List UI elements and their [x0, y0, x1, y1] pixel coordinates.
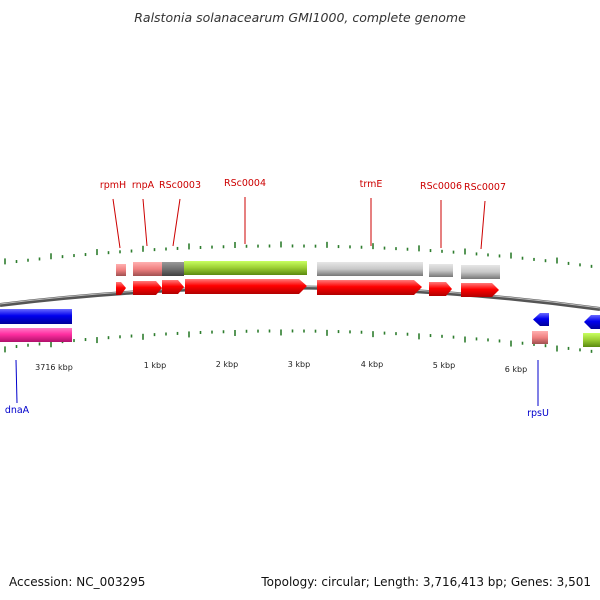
leader-line-RSc0003 — [172, 198, 181, 247]
upper-feature-row — [116, 261, 500, 279]
leader-line-rnpA — [142, 198, 148, 247]
gene-label-rpsU[interactable]: rpsU — [527, 408, 549, 419]
gene-label-rpmH[interactable]: rpmH — [100, 180, 126, 191]
cds-RSc0007[interactable] — [461, 283, 499, 297]
scale-label: 1 kbp — [144, 361, 166, 370]
scale-labels: 3716 kbp 1 kbp 2 kbp 3 kbp 4 kbp 5 kbp 6 kbp — [35, 360, 527, 374]
gene-label-dnaA[interactable]: dnaA — [5, 405, 30, 416]
gene-label-trmE[interactable]: trmE — [360, 179, 383, 190]
lower-tick-row — [4, 329, 593, 353]
reverse-gene-labels: dnaA rpsU — [5, 359, 549, 419]
scale-label: 6 kbp — [505, 365, 527, 374]
cds-rpmH[interactable] — [116, 282, 126, 295]
leader-line-dnaA — [15, 359, 18, 404]
cds-RSc0004[interactable] — [185, 279, 307, 294]
upper-tick-row — [4, 241, 593, 268]
leader-line-rpmH — [112, 198, 121, 249]
cds-rpsU[interactable] — [533, 313, 549, 326]
accession-text: Accession: NC_003295 — [9, 575, 146, 589]
feature-trmE[interactable] — [317, 262, 423, 276]
feature-RSc0007[interactable] — [461, 265, 500, 279]
cds-RSc0003[interactable] — [162, 280, 184, 294]
gene-label-RSc0003[interactable]: RSc0003 — [159, 180, 201, 191]
cds-edge-right[interactable] — [584, 315, 600, 329]
feature-dnaA[interactable] — [0, 328, 72, 342]
gene-label-RSc0006[interactable]: RSc0006 — [420, 181, 462, 192]
feature-rpmH[interactable] — [116, 264, 126, 276]
feature-RSc0006[interactable] — [429, 264, 453, 277]
feature-rpsU[interactable] — [532, 331, 548, 344]
gene-label-rnpA[interactable]: rnpA — [132, 180, 155, 191]
scale-label: 2 kbp — [216, 360, 238, 369]
scale-label: 5 kbp — [433, 361, 455, 370]
forward-gene-labels: rpmH rnpA RSc0003 RSc0004 trmE RSc0006 RSc0007 — [100, 178, 506, 250]
cds-rnpA[interactable] — [133, 281, 162, 295]
cds-RSc0006[interactable] — [429, 282, 452, 296]
cds-dnaA[interactable] — [0, 309, 72, 324]
scale-label: 4 kbp — [361, 360, 383, 369]
topology-text: Topology: circular; Length: 3,716,413 bp… — [261, 575, 591, 589]
forward-cds-row — [116, 279, 499, 297]
scale-label: 3 kbp — [288, 360, 310, 369]
reverse-feature-row — [0, 309, 600, 347]
feature-edge-right[interactable] — [583, 333, 600, 347]
map-title: Ralstonia solanacearum GMI1000, complete… — [134, 10, 466, 25]
gene-label-RSc0004[interactable]: RSc0004 — [224, 178, 266, 189]
scale-label: 3716 kbp — [35, 363, 73, 372]
gene-label-RSc0007[interactable]: RSc0007 — [464, 182, 506, 193]
leader-line-RSc0007 — [480, 200, 486, 250]
feature-RSc0003[interactable] — [162, 262, 184, 276]
cds-trmE[interactable] — [317, 280, 422, 295]
feature-RSc0004[interactable] — [184, 261, 307, 275]
feature-rnpA[interactable] — [133, 262, 162, 276]
